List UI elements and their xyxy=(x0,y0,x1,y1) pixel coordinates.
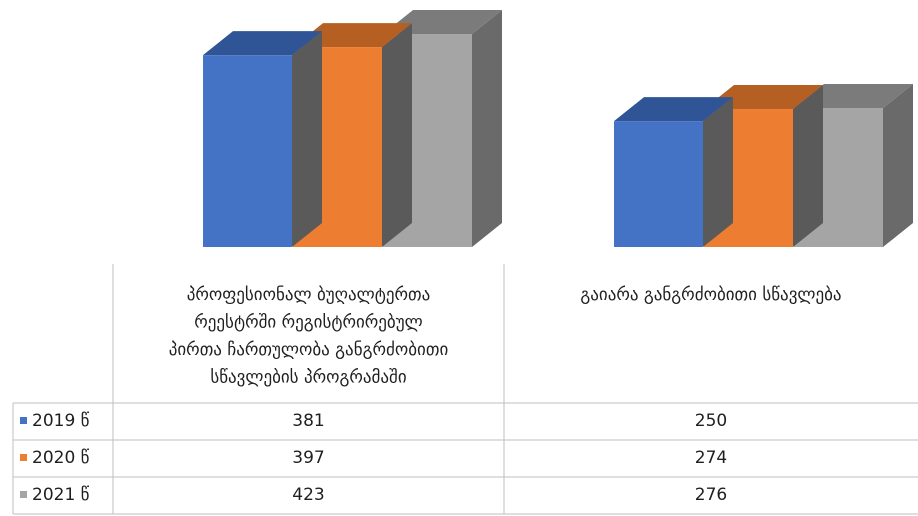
series-label: 2019 წ xyxy=(32,411,90,431)
bar-top-face xyxy=(383,10,502,34)
table-row-3: 2021 წ 423 276 xyxy=(20,485,727,505)
bar-front-face xyxy=(614,121,703,247)
series-label: 2020 წ xyxy=(32,448,90,468)
bar-2-series-1 xyxy=(614,97,733,248)
bar-side-face xyxy=(292,31,322,247)
bar-1-series-1 xyxy=(203,31,322,247)
bar-side-face xyxy=(793,85,823,247)
category-label-line: გაიარა განგრძობითი სწავლება xyxy=(580,285,841,305)
category-label-line: პირთა ჩართულობა განგრძობითი xyxy=(169,340,449,360)
value-label: 423 xyxy=(292,485,324,505)
value-label: 381 xyxy=(292,411,324,431)
category-label-line: რეესტრში რეგისტრირებულ xyxy=(194,313,422,333)
value-label: 276 xyxy=(695,485,727,505)
legend-key xyxy=(20,417,27,424)
category-label-2: გაიარა განგრძობითი სწავლება xyxy=(580,285,841,305)
bar-side-face xyxy=(472,10,502,247)
bar-top-face xyxy=(293,23,412,48)
table-row-1: 2019 წ 381 250 xyxy=(20,411,727,431)
bar-top-face xyxy=(704,85,823,110)
value-label: 250 xyxy=(695,411,727,431)
bar-side-face xyxy=(703,97,733,248)
bar-side-face xyxy=(883,84,913,248)
bar-top-face xyxy=(794,84,913,109)
bar-side-face xyxy=(382,23,412,248)
legend-key xyxy=(20,454,27,461)
category-label-line: პროფესიონალ ბუღალტერთა xyxy=(187,285,431,305)
value-label: 397 xyxy=(292,448,324,468)
bar-top-face xyxy=(614,97,733,122)
table-row-2: 2020 წ 397 274 xyxy=(20,448,727,468)
series-label: 2021 წ xyxy=(32,485,90,505)
bars-layer xyxy=(203,10,913,248)
category-label-line: სწავლების პროგრამაში xyxy=(210,368,406,388)
legend-key xyxy=(20,491,27,498)
bar-front-face xyxy=(203,55,292,247)
value-label: 274 xyxy=(695,448,727,468)
category-label-1: პროფესიონალ ბუღალტერთა რეესტრში რეგისტრირ… xyxy=(169,285,449,388)
bar-top-face xyxy=(203,31,322,56)
data-table: პროფესიონალ ბუღალტერთა რეესტრში რეგისტრირ… xyxy=(12,264,918,515)
